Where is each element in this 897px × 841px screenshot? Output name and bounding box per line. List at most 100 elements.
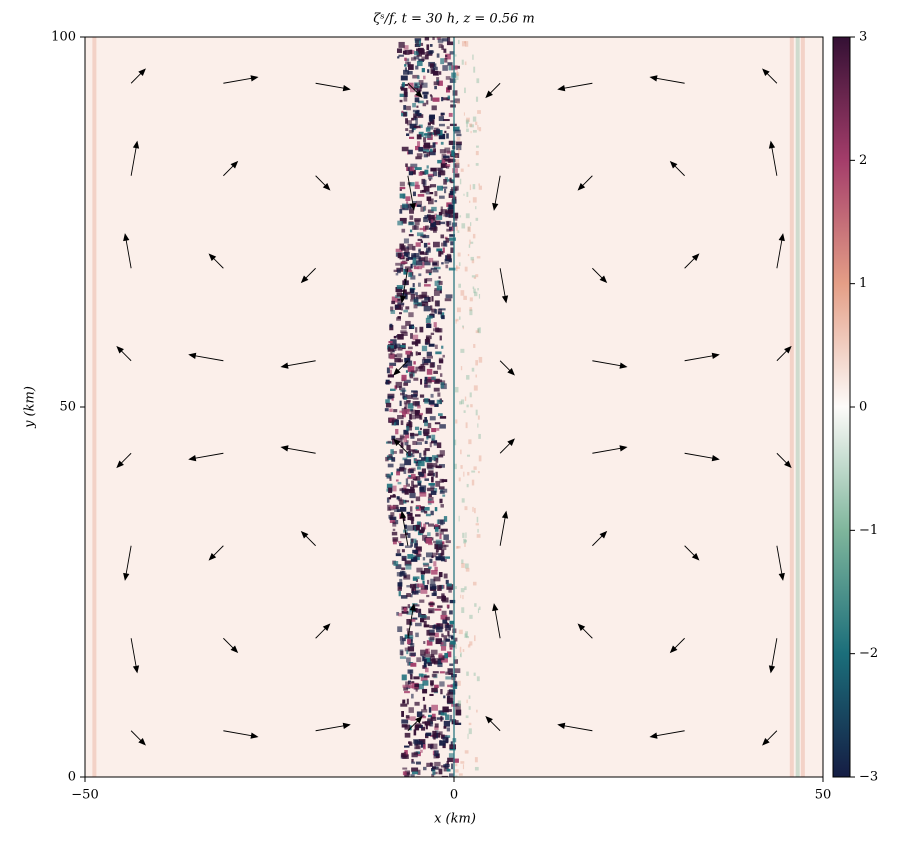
turbulence xyxy=(433,754,439,759)
wake xyxy=(471,275,476,278)
turbulence xyxy=(408,312,414,318)
turbulence xyxy=(405,681,410,687)
turbulence xyxy=(399,656,407,659)
turbulence xyxy=(396,468,400,473)
y-tick-label: 100 xyxy=(51,30,76,45)
turbulence xyxy=(425,407,433,414)
arrow xyxy=(399,268,409,304)
turbulence xyxy=(392,493,396,498)
turbulence xyxy=(416,86,422,92)
turbulence xyxy=(401,719,409,724)
turbulence xyxy=(436,442,442,449)
turbulence xyxy=(422,557,426,561)
turbulence xyxy=(449,744,457,750)
turbulence xyxy=(429,63,434,68)
turbulence xyxy=(389,505,396,509)
turbulence xyxy=(402,412,406,418)
turbulence xyxy=(434,142,438,145)
turbulence xyxy=(449,237,456,241)
turbulence xyxy=(387,463,394,468)
wake xyxy=(461,59,464,65)
turbulence xyxy=(436,427,440,431)
turbulence xyxy=(404,379,411,383)
turbulence xyxy=(417,114,424,118)
turbulence xyxy=(425,269,433,274)
arrow xyxy=(223,75,259,84)
turbulence xyxy=(444,628,448,632)
turbulence xyxy=(450,241,454,246)
turbulence xyxy=(428,343,435,347)
turbulence xyxy=(439,681,445,687)
turbulence xyxy=(432,37,435,41)
turbulence xyxy=(422,147,429,153)
wake xyxy=(477,328,480,333)
turbulence xyxy=(438,211,443,216)
turbulence xyxy=(422,91,429,95)
turbulence xyxy=(444,147,451,153)
wake xyxy=(455,419,458,424)
turbulence xyxy=(416,204,422,207)
turbulence xyxy=(417,769,421,775)
turbulence xyxy=(408,272,413,278)
wake xyxy=(458,316,461,320)
turbulence xyxy=(423,641,426,644)
turbulence xyxy=(412,334,419,341)
turbulence xyxy=(394,343,401,349)
turbulence xyxy=(431,221,436,228)
wake xyxy=(474,757,478,763)
wake xyxy=(470,124,474,128)
turbulence xyxy=(417,141,421,148)
arrow xyxy=(399,510,409,546)
turbulence xyxy=(421,709,428,713)
turbulence xyxy=(415,366,419,372)
wake xyxy=(460,761,465,764)
wake xyxy=(457,252,461,257)
turbulence xyxy=(428,714,433,718)
turbulence xyxy=(435,556,442,561)
turbulence xyxy=(453,216,458,221)
turbulence xyxy=(415,40,419,46)
arrow xyxy=(130,730,146,746)
turbulence xyxy=(420,574,424,580)
turbulence xyxy=(416,711,423,718)
turbulence xyxy=(448,158,451,163)
turbulence xyxy=(421,457,426,461)
turbulence xyxy=(438,413,443,416)
turbulence xyxy=(415,119,418,125)
turbulence xyxy=(442,354,445,358)
turbulence xyxy=(389,369,392,376)
turbulence xyxy=(455,703,461,710)
wake xyxy=(462,326,464,330)
wake xyxy=(474,766,479,771)
arrow xyxy=(188,452,224,462)
turbulence xyxy=(420,171,427,175)
turbulence xyxy=(413,113,418,119)
turbulence xyxy=(414,449,418,452)
turbulence xyxy=(422,356,426,361)
turbulence xyxy=(415,496,421,502)
turbulence xyxy=(397,415,404,420)
turbulence xyxy=(441,96,444,102)
turbulence xyxy=(433,130,438,137)
turbulence xyxy=(411,758,414,763)
turbulence xyxy=(403,90,408,96)
turbulence xyxy=(400,650,404,656)
turbulence xyxy=(402,684,410,688)
turbulence xyxy=(395,437,403,443)
turbulence xyxy=(428,50,433,55)
turbulence xyxy=(434,85,437,90)
turbulence xyxy=(406,628,410,631)
turbulence xyxy=(403,429,409,435)
wake xyxy=(454,586,458,590)
arrow xyxy=(393,360,409,376)
turbulence xyxy=(453,126,460,132)
wake xyxy=(465,41,469,47)
turbulence xyxy=(431,428,437,433)
turbulence xyxy=(441,775,448,777)
turbulence xyxy=(396,471,401,476)
turbulence xyxy=(425,537,432,544)
wake xyxy=(473,288,476,294)
turbulence xyxy=(419,227,426,231)
turbulence xyxy=(425,337,430,343)
turbulence xyxy=(397,626,403,633)
